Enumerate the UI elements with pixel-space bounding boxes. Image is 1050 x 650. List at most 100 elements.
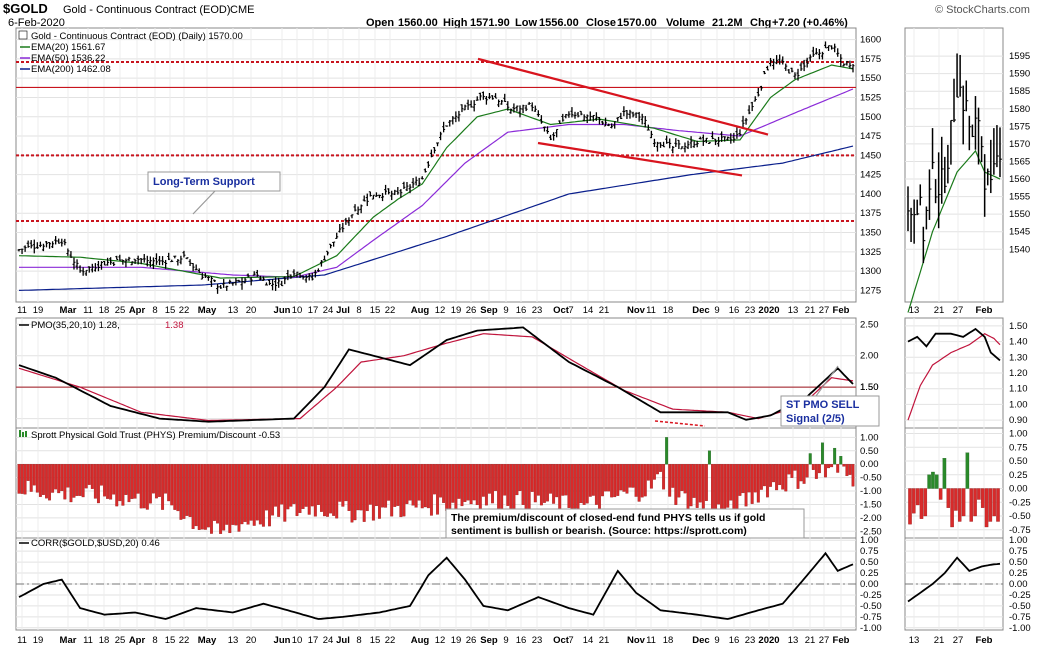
corr-zoom-y-tick-label: -0.25 [1009,590,1031,601]
corr-y-tick-label: 0.00 [860,579,879,590]
phys-y-tick-label: 1.00 [860,432,879,443]
phys-bar [219,464,223,534]
x-tick-label: 17 [308,305,319,316]
phys-bar [23,464,27,495]
phys-bar [778,464,782,486]
price-y-tick-label: 1275 [860,285,881,296]
pmo-y-tick-label: 1.50 [860,382,879,393]
x-tick-label: Feb [833,305,850,316]
x-tick-label: Nov [627,305,646,316]
phys-bar [145,464,149,510]
phys-bar [261,464,265,527]
price-y-tick-label: 1575 [860,54,881,65]
x-tick-label: 18 [99,305,110,316]
phys-bar [796,464,800,489]
phys-bar [60,464,64,492]
stockcharts-logo: © StockCharts.com [935,4,1030,16]
x-tick-label: 21 [805,305,816,316]
x-tick-label: 19 [451,305,462,316]
phys-bar [106,464,110,499]
phys-bar [497,464,501,510]
pmo-legend: PMO(35,20,10) 1.28, [31,320,120,331]
trend-line [477,57,769,136]
pmo-signal-legend: 1.38 [165,320,184,331]
phys-bar [723,464,727,516]
phys-bar [817,464,821,474]
phys-bar [625,464,629,494]
phys-bar [271,464,275,516]
pmo-zoom-y-tick-label: 1.30 [1009,352,1028,363]
phys-bar [839,456,843,465]
x-tick-label: 27 [819,305,830,316]
price-y-tick-label: 1475 [860,131,881,142]
phys-bar [662,464,666,490]
x-tick-label: Aug [411,635,430,646]
phys-bar [488,464,491,494]
phys-bar [698,464,702,503]
price-y-tick-label: 1350 [860,228,881,239]
phys-bar [115,464,119,507]
phys-bar [439,464,443,498]
phys-bar [310,464,314,507]
phys-bar [274,464,278,507]
phys-bar [527,464,531,511]
phys-bar [594,464,598,505]
x-tick-label: 22 [385,635,396,646]
phys-y-tick-label: -1.00 [860,486,882,497]
corr-y-tick-label: -0.50 [860,601,882,612]
ema50-legend: EMA(50) 1536.22 [31,53,105,64]
phys-bar [466,464,470,501]
phys-bar [836,464,840,473]
phys-bar [601,464,604,497]
phys-bar [378,464,381,519]
phys-bar [17,464,21,494]
phys-bar [148,464,152,504]
phys-bar [759,464,763,490]
phys-bar [769,464,772,487]
x-tick-label: 20 [246,305,257,316]
phys-bar [436,464,439,515]
phys-bar [814,464,818,479]
price-zoom-y-tick-label: 1560 [1009,174,1030,185]
phys-bar [344,464,348,502]
x-tick-label: May [198,635,217,646]
phys-bar [821,442,824,465]
phys-bar [408,464,412,501]
phys-bar [720,464,724,510]
phys-bar [448,464,452,510]
phys-bar [225,464,229,525]
x-tick-label: 14 [583,305,594,316]
x-tick-label: 18 [663,305,674,316]
price-y-tick-label: 1375 [860,208,881,219]
phys-bar [231,464,235,525]
phys-bar [726,464,730,508]
price-zoom-y-tick-label: 1555 [1009,192,1030,203]
phys-bar [576,464,580,517]
price-zoom-y-tick-label: 1550 [1009,209,1030,220]
corr-zoom-y-tick-label: 0.25 [1009,568,1028,579]
phys-bar [399,464,403,518]
zoom-phys-bar [980,488,985,508]
phys-bar [292,464,296,504]
x-tick-label: 11 [646,635,656,646]
x-tick-label: Sep [480,305,498,316]
phys-note-line-2: sentiment is bullish or bearish. (Source… [451,525,747,537]
phys-bar [402,464,406,517]
x-tick-label: 13 [228,305,239,316]
phys-bar [622,464,626,492]
low-label: Low [515,17,537,29]
corr-zoom-y-tick-label: 0.00 [1009,579,1028,590]
phys-bar [512,464,516,511]
zoom-pmo-line [907,327,1001,362]
phys-bar [827,464,831,469]
phys-zoom-y-tick-label: 0.50 [1009,456,1028,467]
x-tick-label: 11 [646,305,656,316]
phys-bar [824,464,827,478]
phys-bar [414,464,418,508]
x-tick-label: 9 [503,305,508,316]
x-tick-label: 9 [714,305,719,316]
phys-bar [411,464,415,506]
phys-note: The premium/discount of closed-end fund … [445,508,805,539]
price-zoom-y-tick-label: 1565 [1009,156,1030,167]
close-value: 1570.00 [617,17,657,29]
